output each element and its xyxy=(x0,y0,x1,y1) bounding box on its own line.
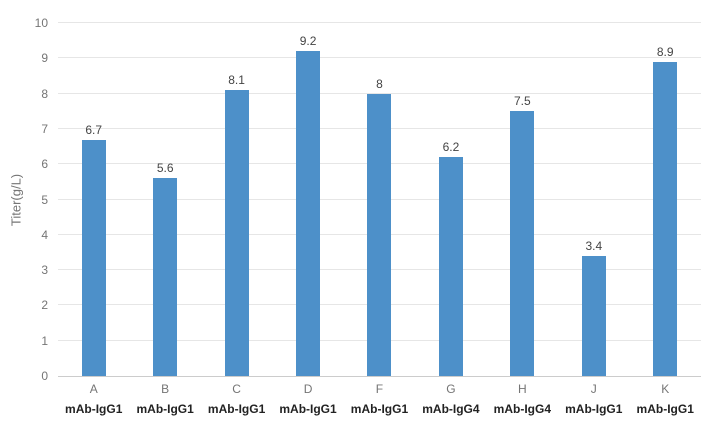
bar-value-label: 8.9 xyxy=(656,44,674,59)
gridline xyxy=(58,22,701,23)
bar-slot: 7.5 xyxy=(487,23,558,376)
x-category-label: B xyxy=(161,382,170,396)
bar-slot: 8.1 xyxy=(201,23,272,376)
x-category-label: C xyxy=(232,382,241,396)
bar xyxy=(296,51,321,376)
x-category-label: A xyxy=(89,382,98,396)
bar-slot: 9.2 xyxy=(272,23,343,376)
bar-value-label: 8.1 xyxy=(228,73,245,88)
bar-value-label: 6.7 xyxy=(85,122,103,137)
y-tick-label: 0 xyxy=(41,369,48,383)
bar xyxy=(653,61,678,376)
bar-slot: 8 xyxy=(344,23,415,376)
bar-slot: 3.4 xyxy=(558,23,629,376)
bar-slot: 5.6 xyxy=(129,23,200,376)
x-category-sublabel: mAb-IgG1 xyxy=(136,402,194,416)
bar-slot: 8.9 xyxy=(630,23,701,376)
bar xyxy=(153,178,178,376)
bar-value-label: 3.4 xyxy=(585,238,603,253)
x-category-label: D xyxy=(303,382,313,396)
x-category-label: J xyxy=(590,382,597,396)
x-category-sublabel: mAb-IgG1 xyxy=(207,402,266,416)
bar xyxy=(438,157,463,376)
y-tick-label: 10 xyxy=(34,16,48,30)
x-category-sublabel: mAb-IgG1 xyxy=(350,402,409,416)
x-category-label: K xyxy=(661,382,670,396)
bar-slot: 6.7 xyxy=(58,23,129,376)
bar xyxy=(81,139,106,376)
x-category-sublabel: mAb-IgG1 xyxy=(279,402,337,416)
y-tick-label: 9 xyxy=(41,51,48,66)
bar-value-label: 5.6 xyxy=(156,161,174,176)
bars: 6.7 5.6 8.1 9.2 8 6.2 7.5 3.4 8.9 xyxy=(58,23,701,376)
bar xyxy=(510,111,535,376)
bar xyxy=(581,255,606,376)
x-category-sublabel: mAb-IgG1 xyxy=(636,402,694,416)
y-tick-label: 1 xyxy=(41,333,48,348)
x-category-sublabel: mAb-IgG1 xyxy=(565,402,623,416)
x-category-sublabel: mAb-IgG4 xyxy=(493,402,552,416)
bar-slot: 6.2 xyxy=(415,23,486,376)
y-tick-label: 3 xyxy=(41,263,48,278)
y-tick-label: 2 xyxy=(41,298,48,313)
x-category-label: G xyxy=(446,382,456,396)
y-tick-label: 8 xyxy=(41,86,48,101)
plot-area: 0 1 2 3 4 5 6 7 8 9 10 6.7 5.6 8.1 9.2 8 6.2 7.5 3.4 8.9 xyxy=(35,17,701,382)
x-category-label: H xyxy=(518,382,527,396)
bar-value-label: 9.2 xyxy=(299,34,317,49)
y-tick-label: 4 xyxy=(41,227,48,242)
x-category-sublabel: mAb-IgG1 xyxy=(65,402,123,416)
y-tick-label: 5 xyxy=(41,192,48,207)
x-category-sublabel: mAb-IgG4 xyxy=(422,402,480,416)
bar-value-label: 7.5 xyxy=(514,94,531,109)
y-axis-title: Titer(g/L) xyxy=(8,173,24,227)
y-tick-label: 7 xyxy=(41,121,48,136)
bar-value-label: 6.2 xyxy=(442,140,460,155)
bar-value-label: 8 xyxy=(376,76,383,91)
gridline xyxy=(58,57,701,59)
gridline xyxy=(58,92,701,94)
bar xyxy=(367,93,392,376)
x-category-label: F xyxy=(375,382,384,396)
y-tick-label: 6 xyxy=(41,157,48,172)
bar xyxy=(224,90,249,376)
